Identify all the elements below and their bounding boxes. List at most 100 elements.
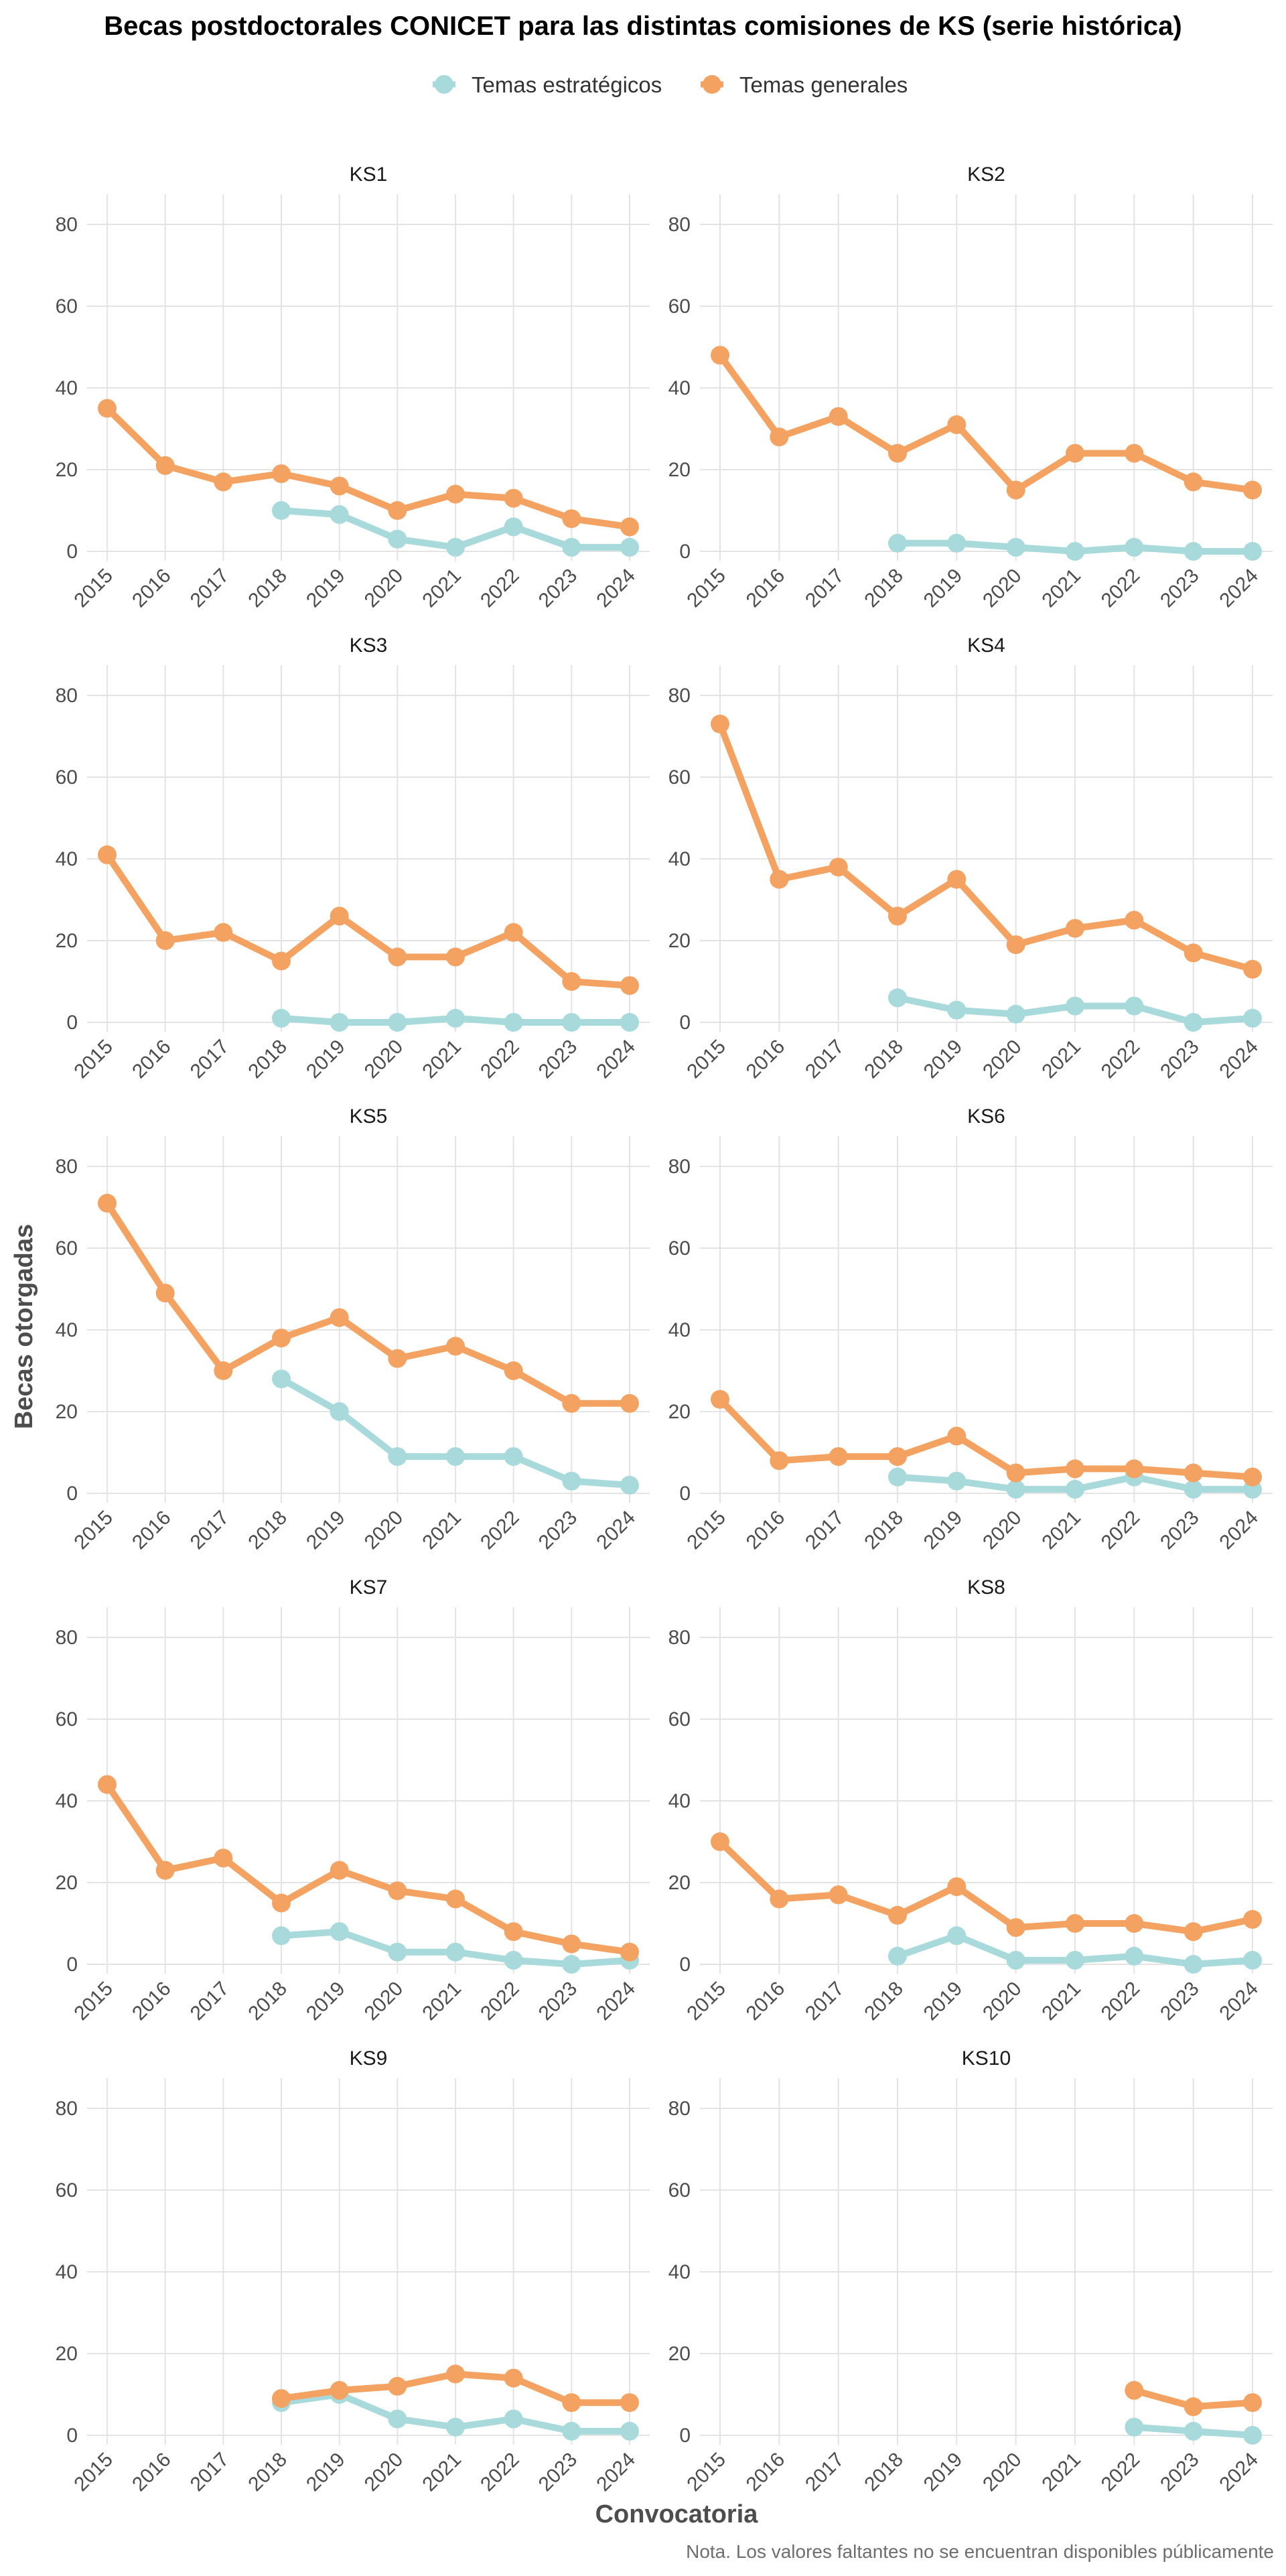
x-tick-label: 2020 (360, 1036, 408, 1083)
data-point-estrategicos (330, 1013, 349, 1032)
panel-ks5: KS5 0 20 40 60 80 2015 2016 2017 2018 2019 2020 2021… (56, 1105, 650, 1554)
y-tick-label: 40 (56, 1319, 78, 1341)
x-tick-label: 2018 (244, 565, 291, 612)
y-tick-label: 0 (679, 541, 691, 563)
x-tick-label: 2018 (860, 1978, 908, 2025)
x-tick-label: 2016 (128, 1036, 175, 1083)
data-point-generales (620, 1942, 639, 1962)
x-tick-label: 2019 (302, 1978, 350, 2025)
x-tick-label: 2018 (860, 1036, 908, 1083)
data-point-estrategicos (620, 2421, 639, 2441)
x-tick-label: 2019 (302, 1507, 350, 1554)
data-point-estrategicos (888, 1467, 907, 1487)
data-point-generales (388, 1349, 407, 1368)
x-tick-label: 2024 (1215, 565, 1263, 612)
series-line-generales (717, 352, 1256, 494)
y-tick-label: 40 (56, 848, 78, 870)
x-tick-label: 2017 (186, 565, 234, 612)
legend-key-dot-estrategicos (435, 75, 453, 94)
data-point-generales (947, 870, 967, 889)
x-tick-label: 2023 (1156, 2449, 1204, 2496)
y-tick-label: 0 (679, 2425, 691, 2447)
x-tick-label: 2019 (920, 565, 967, 612)
data-point-generales (1125, 444, 1144, 463)
data-point-estrategicos (388, 1942, 407, 1962)
x-tick-label: 2021 (418, 1978, 466, 2025)
data-point-generales (1066, 444, 1084, 463)
data-point-generales (155, 456, 175, 475)
x-tick-label: 2023 (1156, 565, 1204, 612)
data-point-generales (504, 1922, 523, 1942)
y-tick-label: 20 (56, 930, 78, 952)
panel-title: KS7 (350, 1576, 388, 1599)
data-point-generales (888, 906, 907, 926)
x-tick-label: 2019 (920, 1978, 967, 2025)
data-point-estrategicos (446, 1447, 465, 1467)
data-point-generales (1184, 1463, 1203, 1483)
x-tick-label: 2024 (1215, 1978, 1263, 2025)
panel-title: KS8 (967, 1576, 1005, 1599)
data-point-generales (562, 509, 581, 529)
y-tick-label: 60 (56, 766, 78, 789)
data-point-estrategicos (272, 501, 291, 520)
x-tick-label: 2015 (70, 1036, 117, 1083)
x-tick-label: 2019 (920, 1507, 967, 1554)
data-point-estrategicos (1243, 2426, 1262, 2445)
y-tick-label: 80 (668, 685, 691, 707)
x-tick-label: 2022 (476, 1978, 524, 2025)
data-point-generales (562, 1394, 581, 1413)
x-tick-label: 2024 (592, 2449, 640, 2496)
series-line-generales (717, 720, 1256, 973)
x-tick-label: 2022 (476, 565, 524, 612)
data-point-estrategicos (504, 517, 523, 537)
legend-key-dot-generales (703, 75, 721, 94)
data-point-generales (214, 923, 233, 942)
data-point-generales (1125, 910, 1144, 930)
x-tick-label: 2022 (476, 1507, 524, 1554)
x-tick-label: 2022 (1097, 565, 1145, 612)
y-tick-label: 40 (668, 2261, 691, 2283)
data-point-generales (562, 972, 581, 991)
data-point-generales (1243, 1467, 1262, 1487)
x-tick-label: 2019 (302, 1036, 350, 1083)
panel-ks2: KS2 0 20 40 60 80 2015 2016 2017 2018 2019 2020 2021… (668, 163, 1273, 612)
data-point-estrategicos (1184, 2421, 1203, 2441)
data-point-estrategicos (1066, 1479, 1084, 1499)
x-tick-label: 2021 (1038, 565, 1085, 612)
data-point-generales (947, 415, 967, 434)
data-point-generales (330, 906, 349, 926)
data-point-generales (1006, 1918, 1025, 1938)
panel-title: KS5 (350, 1105, 388, 1128)
y-tick-label: 0 (66, 1483, 78, 1505)
data-point-estrategicos (1066, 996, 1084, 1016)
data-point-generales (446, 484, 465, 504)
x-tick-label: 2015 (683, 1036, 730, 1083)
x-tick-label: 2017 (186, 1978, 234, 2025)
x-tick-label: 2016 (128, 2449, 175, 2496)
data-point-generales (620, 976, 639, 996)
data-point-generales (1006, 935, 1025, 955)
y-tick-label: 20 (668, 930, 691, 952)
x-tick-label: 2023 (1156, 1036, 1204, 1083)
y-tick-label: 60 (56, 2179, 78, 2201)
data-point-estrategicos (620, 1475, 639, 1495)
y-tick-label: 80 (668, 1156, 691, 1178)
x-tick-label: 2015 (683, 1978, 730, 2025)
data-point-estrategicos (388, 1013, 407, 1032)
y-tick-label: 60 (668, 1237, 691, 1260)
data-point-generales (330, 476, 349, 496)
x-tick-label: 2018 (860, 2449, 908, 2496)
data-point-generales (272, 464, 291, 484)
data-point-generales (98, 1775, 117, 1794)
x-tick-label: 2020 (360, 1978, 408, 2025)
data-point-generales (562, 1934, 581, 1954)
data-point-estrategicos (947, 1926, 967, 1946)
panel-ks9: KS9 0 20 40 60 80 2015 2016 2017 2018 2019 2020 2021… (56, 2047, 650, 2496)
x-tick-label: 2022 (1097, 2449, 1145, 2496)
x-tick-label: 2023 (534, 1507, 582, 1554)
y-tick-label: 40 (56, 2261, 78, 2283)
x-tick-label: 2015 (683, 565, 730, 612)
y-tick-label: 80 (56, 214, 78, 236)
y-tick-label: 80 (56, 1156, 78, 1178)
data-point-estrategicos (504, 2409, 523, 2429)
